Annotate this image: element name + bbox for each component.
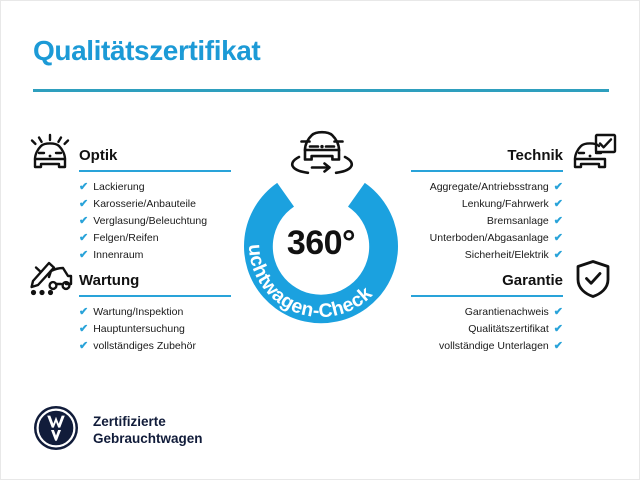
section-header: Technik [413, 146, 563, 172]
checklist-item: Sicherheit/Elektrik ✔ [413, 247, 563, 264]
checklist-item: ✔ Lackierung [79, 179, 229, 196]
section-items: Aggregate/Antriebsstrang ✔ Lenkung/Fahrwer… [413, 179, 563, 264]
checklist-item: Lenkung/Fahrwerk ✔ [413, 196, 563, 213]
footer-brand: Zertifizierte Gebrauchtwagen [33, 405, 203, 456]
oil-dipstick-service-icon [27, 257, 73, 304]
checklist-item-label: vollständiges Zubehör [93, 340, 196, 352]
section-header: Wartung [79, 271, 229, 297]
checklist-item-label: Innenraum [93, 249, 144, 261]
checklist-item-label: Lenkung/Fahrwerk [461, 198, 549, 210]
footer-line-1: Zertifizierte [93, 414, 166, 429]
footer-text: Zertifizierte Gebrauchtwagen [93, 414, 203, 447]
badge-ring [244, 182, 398, 324]
check-icon: ✔ [79, 323, 89, 335]
check-icon: ✔ [553, 249, 563, 261]
check-icon: ✔ [553, 306, 563, 318]
checklist-item-label: Karosserie/Anbauteile [93, 198, 196, 210]
checklist-item-label: Qualitätszertifikat [468, 323, 549, 335]
section-optik: Optik ✔ Lackierung ✔ Karosserie/Anbauteile ✔… [79, 146, 229, 264]
section-technik: Technik Aggregate/Antriebsstrang ✔ Lenkung… [413, 146, 563, 264]
section-divider [413, 295, 563, 297]
shield-check-icon [575, 259, 611, 304]
checklist-item: Aggregate/Antriebsstrang ✔ [413, 179, 563, 196]
check-icon: ✔ [79, 340, 89, 352]
check-icon: ✔ [79, 215, 89, 227]
checklist-item: ✔ Innenraum [79, 247, 229, 264]
check-icon: ✔ [79, 306, 89, 318]
checklist-item-label: Garantienachweis [464, 306, 549, 318]
title-divider [33, 89, 609, 92]
section-header: Optik [79, 146, 229, 172]
section-items: ✔ Lackierung ✔ Karosserie/Anbauteile ✔ Vergla… [79, 179, 229, 264]
checklist-item-label: Wartung/Inspektion [93, 306, 184, 318]
checklist-item: ✔ Karosserie/Anbauteile [79, 196, 229, 213]
360-check-badge: Gebrauchtwagen-Check 360° [225, 130, 417, 341]
section-items: Garantienachweis ✔ Qualitätszertifikat ✔ vol… [413, 304, 563, 355]
check-icon: ✔ [79, 249, 89, 261]
checklist-item: ✔ Verglasung/Beleuchtung [79, 213, 229, 230]
check-icon: ✔ [79, 198, 89, 210]
check-icon: ✔ [553, 232, 563, 244]
car-checkbox-icon [569, 133, 617, 180]
check-icon: ✔ [553, 215, 563, 227]
checklist-item-label: Unterboden/Abgasanlage [429, 232, 549, 244]
checklist-item-label: vollständige Unterlagen [439, 340, 549, 352]
volkswagen-logo [33, 405, 79, 456]
checklist-item: ✔ Felgen/Reifen [79, 230, 229, 247]
check-icon: ✔ [553, 340, 563, 352]
section-header: Garantie [413, 271, 563, 297]
checklist-item-label: Bremsanlage [486, 215, 549, 227]
checklist-item: Garantienachweis ✔ [413, 304, 563, 321]
checklist-item-label: Sicherheit/Elektrik [464, 249, 549, 261]
check-icon: ✔ [79, 232, 89, 244]
checklist-item-label: Aggregate/Antriebsstrang [429, 181, 549, 193]
check-icon: ✔ [79, 181, 89, 193]
checklist-item-label: Verglasung/Beleuchtung [93, 215, 208, 227]
page-title: Qualitätszertifikat [33, 35, 261, 66]
section-divider [413, 170, 563, 172]
checklist-item: Unterboden/Abgasanlage ✔ [413, 230, 563, 247]
check-icon: ✔ [553, 323, 563, 335]
section-title: Technik [507, 147, 563, 164]
section-garantie: Garantie Garantienachweis ✔ Qualitätszerti… [413, 271, 563, 355]
checklist-item-label: Lackierung [93, 181, 145, 193]
section-divider [79, 170, 229, 172]
section-title: Wartung [79, 272, 140, 289]
checklist-item-label: Felgen/Reifen [93, 232, 159, 244]
checklist-item: ✔ Hauptuntersuchung [79, 321, 229, 338]
section-title: Optik [79, 147, 118, 164]
checklist-item: Bremsanlage ✔ [413, 213, 563, 230]
checklist-item: ✔ vollständiges Zubehör [79, 338, 229, 355]
section-items: ✔ Wartung/Inspektion ✔ Hauptuntersuchung ✔ vo… [79, 304, 229, 355]
section-title: Garantie [502, 272, 563, 289]
checklist-item: Qualitätszertifikat ✔ [413, 321, 563, 338]
section-wartung: Wartung ✔ Wartung/Inspektion ✔ Hauptuntersu… [79, 271, 229, 355]
checklist-item-label: Hauptuntersuchung [93, 323, 185, 335]
checklist-item: vollständige Unterlagen ✔ [413, 338, 563, 355]
car-inspection-lights-icon [27, 133, 73, 180]
car-rotation-icon [283, 121, 361, 179]
footer-line-2: Gebrauchtwagen [93, 430, 203, 446]
checklist-item: ✔ Wartung/Inspektion [79, 304, 229, 321]
check-icon: ✔ [553, 198, 563, 210]
check-icon: ✔ [553, 181, 563, 193]
section-divider [79, 295, 229, 297]
